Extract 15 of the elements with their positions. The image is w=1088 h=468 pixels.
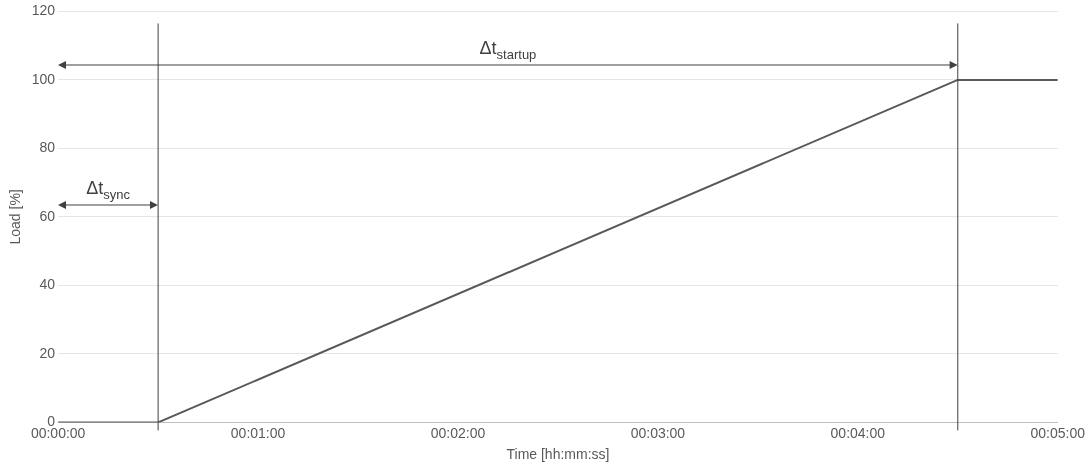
- annotation: Δt$_{sync}$: [86, 177, 131, 202]
- x-tick-label: 00:05:00: [1030, 424, 1086, 441]
- x-axis-title: Time [hh:mm:ss]: [506, 446, 610, 463]
- y-axis-title: Load [%]: [7, 189, 24, 245]
- x-tick-label: 00:03:00: [630, 424, 686, 441]
- y-tick-label: 100: [31, 70, 56, 87]
- y-tick-label: 20: [39, 344, 56, 361]
- x-tick-label: 00:01:00: [230, 424, 286, 441]
- x-tick-label: 00:02:00: [430, 424, 486, 441]
- annotation: Δt$_{startup}$: [479, 38, 537, 62]
- y-tick-label: 120: [31, 2, 56, 19]
- y-tick-label: 80: [39, 139, 56, 156]
- x-tick-label: 00:04:00: [830, 424, 886, 441]
- y-tick-label: 40: [39, 276, 56, 293]
- y-tick-label: 60: [39, 207, 56, 224]
